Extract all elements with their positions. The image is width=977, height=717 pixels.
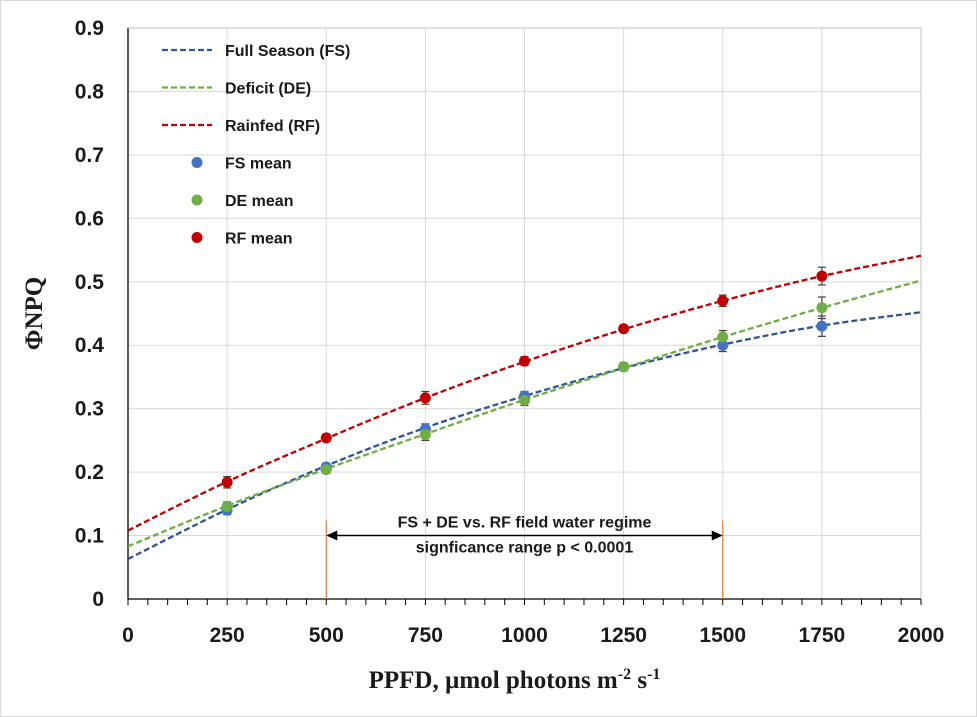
data-point-series-2 (717, 295, 729, 307)
x-tick-label: 1250 (600, 624, 647, 647)
data-point-series-0 (816, 320, 828, 332)
significance-vlines (325, 520, 724, 599)
mean-points (221, 270, 828, 516)
annotation-line-1: FS + DE vs. RF field water regime (398, 515, 652, 532)
x-axis-title-sup1: -2 (618, 666, 631, 683)
legend-label: FS mean (225, 156, 292, 173)
x-axis-title-sup2: -1 (647, 666, 660, 683)
data-point-series-1 (221, 500, 233, 512)
legend-label: Deficit (DE) (225, 81, 311, 98)
x-tick-label: 500 (309, 624, 344, 647)
x-tick-label: 1750 (799, 624, 846, 647)
x-tick-label: 0 (122, 624, 134, 647)
y-tick-label: 0.1 (75, 525, 105, 548)
x-minor-ticks (127, 599, 922, 605)
data-point-series-2 (320, 432, 332, 444)
y-tick-label: 0.8 (75, 80, 105, 103)
legend-label: DE mean (225, 193, 293, 210)
data-point-series-1 (419, 429, 431, 441)
x-axis-title: PPFD, µmol photons m-2 s-1 (369, 666, 661, 694)
x-axis-title-mid: s (631, 667, 647, 694)
data-point-series-2 (618, 323, 630, 335)
legend-swatch-dot (191, 157, 203, 168)
fit-curve-1 (127, 279, 922, 548)
x-tick-label: 1500 (699, 624, 746, 647)
x-tick-label: 1000 (501, 624, 548, 647)
significance-annotation: FS + DE vs. RF field water regime signfi… (326, 515, 723, 557)
fit-curves (127, 254, 922, 561)
data-point-series-2 (221, 476, 233, 488)
legend-swatch-dot (191, 194, 203, 206)
fit-curve-0 (127, 311, 922, 561)
data-point-series-1 (320, 464, 332, 476)
annotation-line-2: signficance range p < 0.0001 (416, 540, 634, 557)
x-axis-title-main: PPFD, µmol photons m (369, 667, 618, 694)
y-tick-label: 0.5 (75, 271, 105, 294)
y-axis-title: ΦNPQ (21, 277, 48, 351)
data-point-series-2 (519, 355, 530, 367)
x-tick-label: 2000 (898, 624, 945, 647)
legend-label: RF mean (225, 231, 293, 248)
legend: Full Season (FS) Deficit (DE) Rainfed (RF)… (162, 43, 350, 248)
y-tick-label: 0.6 (75, 207, 104, 230)
y-tick-label: 0 (92, 588, 104, 611)
data-point-series-1 (618, 361, 630, 373)
data-point-series-2 (816, 270, 828, 282)
arrowhead-right (711, 530, 723, 541)
legend-swatch-dot (191, 232, 203, 243)
legend-label: Full Season (FS) (225, 43, 350, 60)
arrowhead-left (326, 530, 338, 541)
x-tick-label: 250 (210, 624, 245, 647)
legend-label: Rainfed (RF) (225, 118, 320, 135)
gridlines (127, 27, 922, 600)
tick-labels: 0 0.1 0.2 0.3 0.4 0.5 0.6 0.7 0.8 0.9 0 250 500 750 10… (75, 17, 945, 647)
data-point-series-1 (717, 331, 729, 343)
data-point-series-1 (816, 302, 828, 314)
x-tick-label: 750 (408, 624, 443, 647)
y-tick-label: 0.4 (75, 334, 105, 357)
y-tick-label: 0.3 (75, 398, 104, 421)
y-tick-label: 0.2 (75, 461, 104, 484)
data-point-series-2 (419, 392, 431, 404)
data-point-series-0 (717, 339, 729, 351)
data-point-series-1 (519, 394, 530, 406)
y-tick-label: 0.9 (75, 17, 104, 40)
y-tick-label: 0.7 (75, 144, 104, 167)
